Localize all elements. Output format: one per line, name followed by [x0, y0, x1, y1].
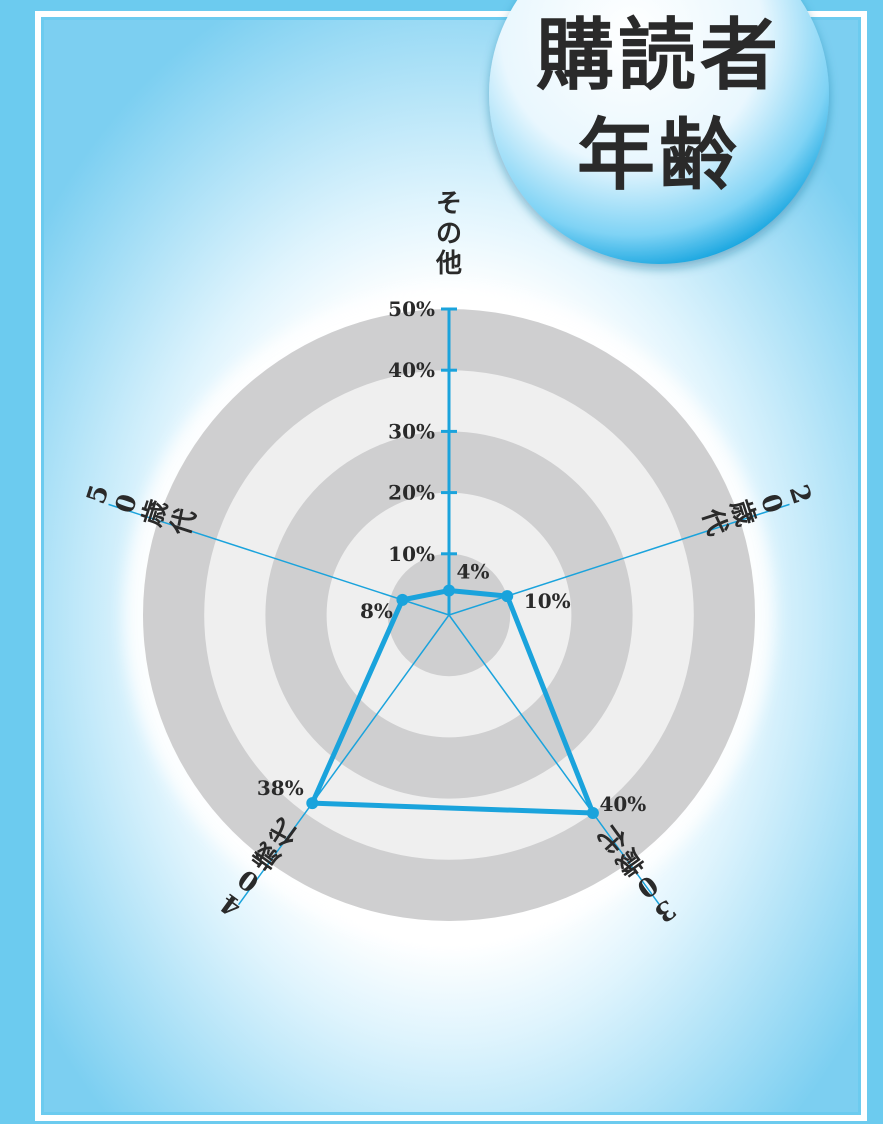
data-point-0	[443, 585, 455, 597]
tick-label-5: 50%	[388, 297, 435, 321]
category-label-0: その他	[435, 189, 462, 279]
value-label-3: 38%	[257, 776, 304, 800]
data-point-4	[396, 594, 408, 606]
data-point-1	[501, 590, 513, 602]
tick-label-2: 20%	[388, 481, 435, 505]
value-label-0: 4%	[457, 560, 490, 584]
chart-title: 購読者 年齢	[500, 6, 818, 206]
category-text-0: その他	[435, 189, 462, 279]
tick-label-3: 30%	[388, 419, 435, 443]
data-point-2	[587, 807, 599, 819]
value-label-1: 10%	[524, 589, 571, 613]
tick-label-1: 10%	[388, 542, 435, 566]
tick-label-4: 40%	[388, 358, 435, 382]
value-label-4: 8%	[360, 599, 393, 623]
title-line-2: 年齢	[500, 106, 818, 206]
data-point-3	[306, 797, 318, 809]
value-label-2: 40%	[599, 792, 646, 816]
title-line-1: 購読者	[500, 6, 818, 106]
